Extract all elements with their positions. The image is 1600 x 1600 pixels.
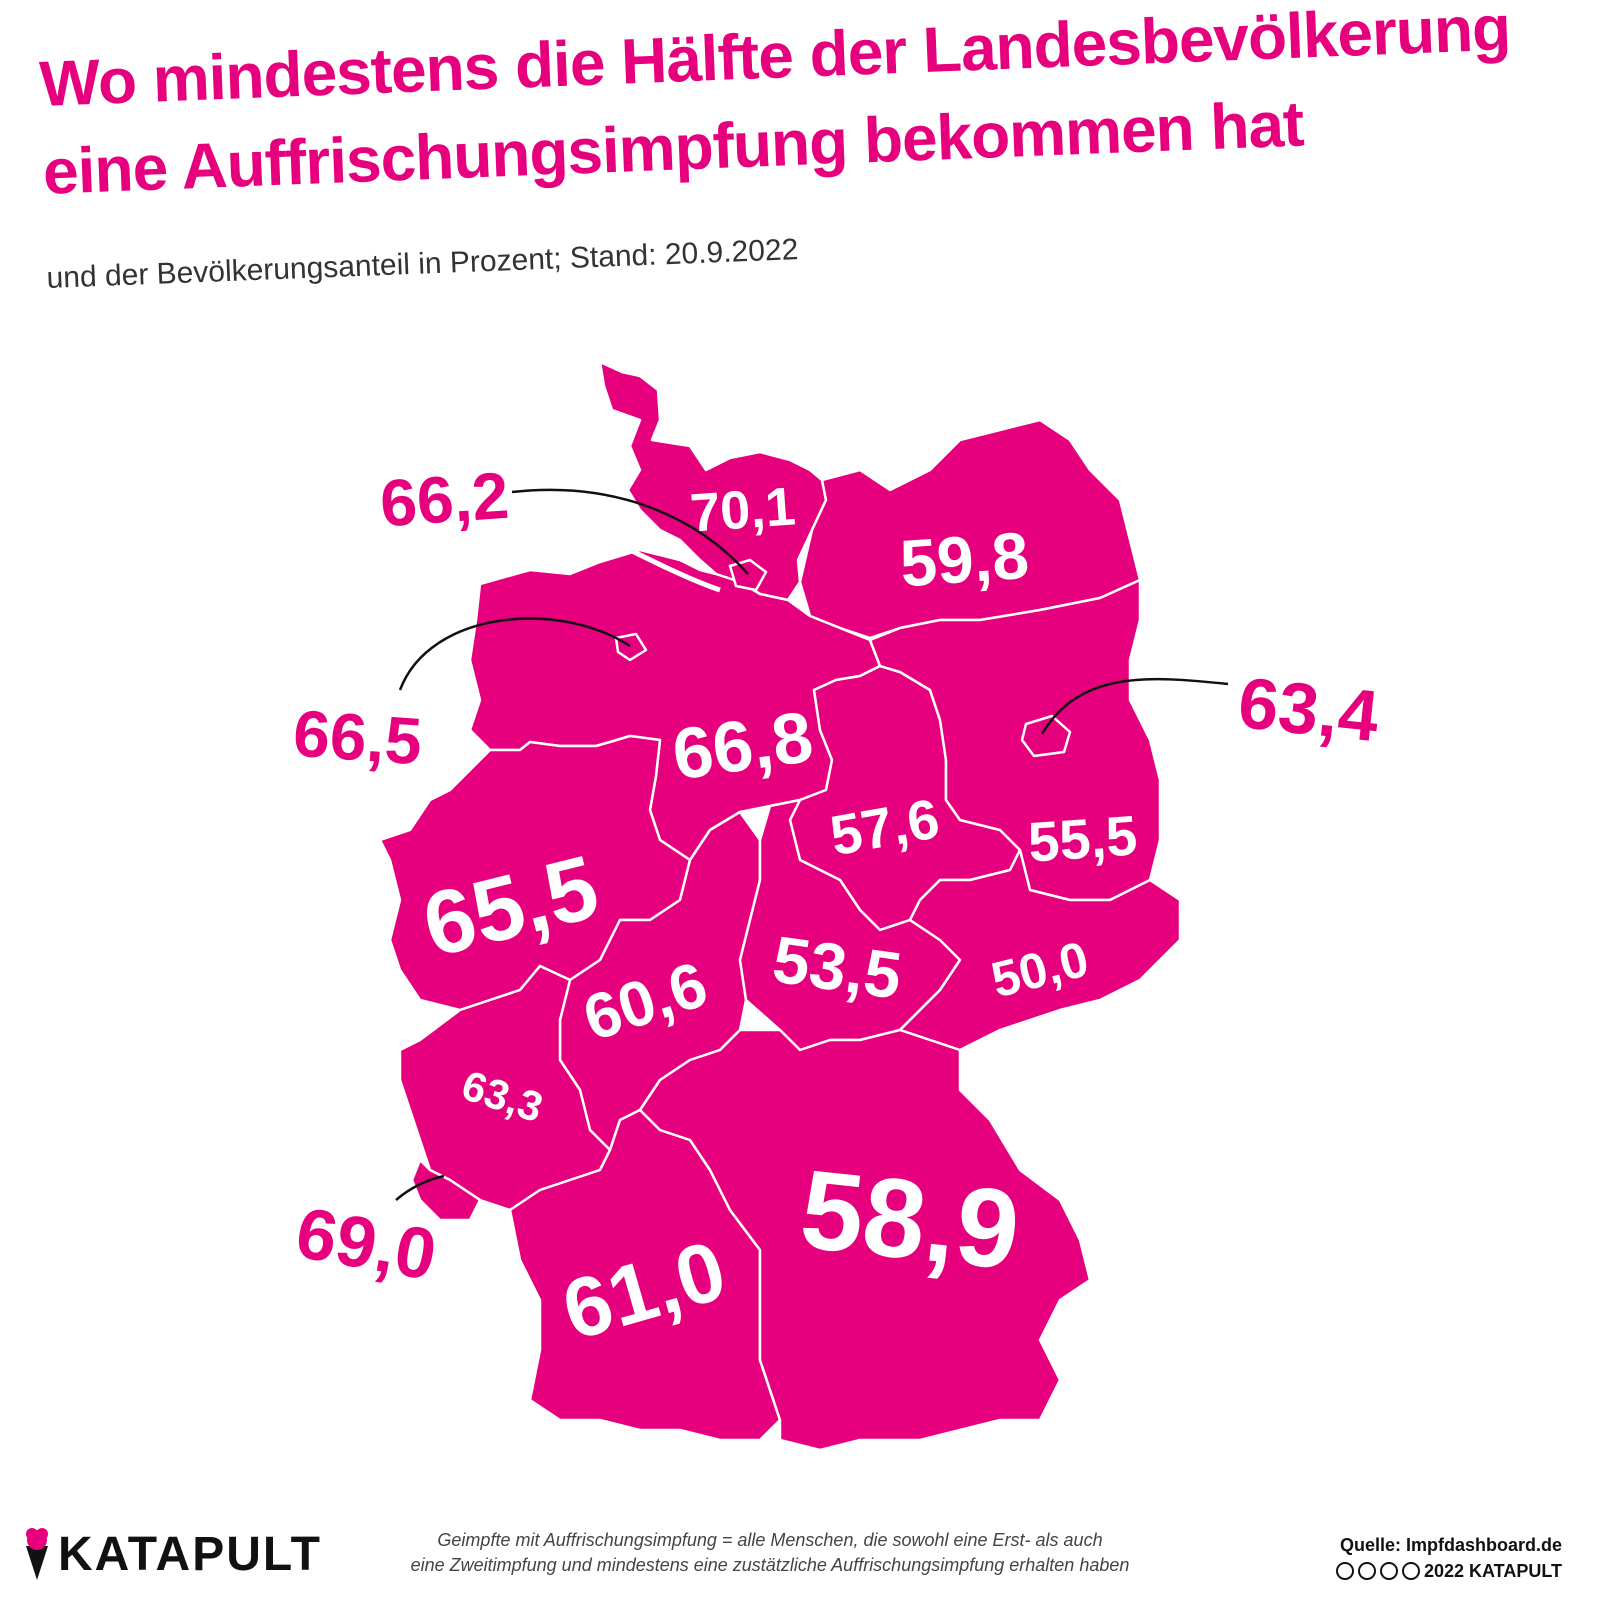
value-schleswig-holstein: 70,1 [688, 476, 797, 543]
nc-icon [1379, 1562, 1398, 1580]
region-sachsen [898, 848, 1182, 1052]
callout-line-hamburg [511, 488, 749, 575]
value-brandenburg: 55,5 [1026, 803, 1139, 873]
value-hamburg: 66,2 [378, 458, 511, 541]
region-bayern [638, 1028, 1092, 1452]
by-icon [1357, 1562, 1376, 1580]
nd-icon [1401, 1562, 1420, 1580]
elbe-river [608, 537, 721, 593]
value-berlin: 63,4 [1235, 663, 1383, 757]
footnote: Geimpfte mit Auffrischungsimpfung = alle… [400, 1528, 1140, 1578]
value-saarland: 69,0 [290, 1193, 442, 1296]
callout-line-bremen [398, 617, 631, 691]
region-schleswig-holstein [598, 360, 828, 602]
footnote-line-1: Geimpfte mit Auffrischungsimpfung = alle… [437, 1530, 1103, 1550]
value-thueringen: 53,5 [768, 922, 906, 1013]
value-mecklenburg-vorpommern: 59,8 [898, 518, 1031, 601]
value-bayern: 58,9 [795, 1146, 1025, 1293]
logo-text: KATAPULT [58, 1527, 322, 1581]
region-berlin [1020, 714, 1072, 758]
region-bremen [614, 632, 648, 662]
callout-line-saarland [395, 1174, 445, 1201]
copyright-text: 2022 KATAPULT [1423, 1561, 1562, 1581]
cc-icon [1335, 1562, 1354, 1580]
region-hamburg [728, 558, 768, 592]
license-row: 2022 KATAPULT [1335, 1558, 1562, 1584]
icecream-icon [26, 1528, 48, 1580]
value-niedersachsen: 66,8 [668, 697, 818, 796]
callout-line-berlin [1040, 677, 1229, 735]
value-bremen: 66,5 [291, 696, 424, 779]
footnote-line-2: eine Zweitimpfung und mindestens eine zu… [410, 1555, 1130, 1575]
katapult-logo: KATAPULT [22, 1524, 322, 1584]
source-block: Quelle: Impfdashboard.de 2022 KATAPULT [1335, 1532, 1562, 1584]
source-text: Quelle: Impfdashboard.de [1339, 1535, 1562, 1555]
